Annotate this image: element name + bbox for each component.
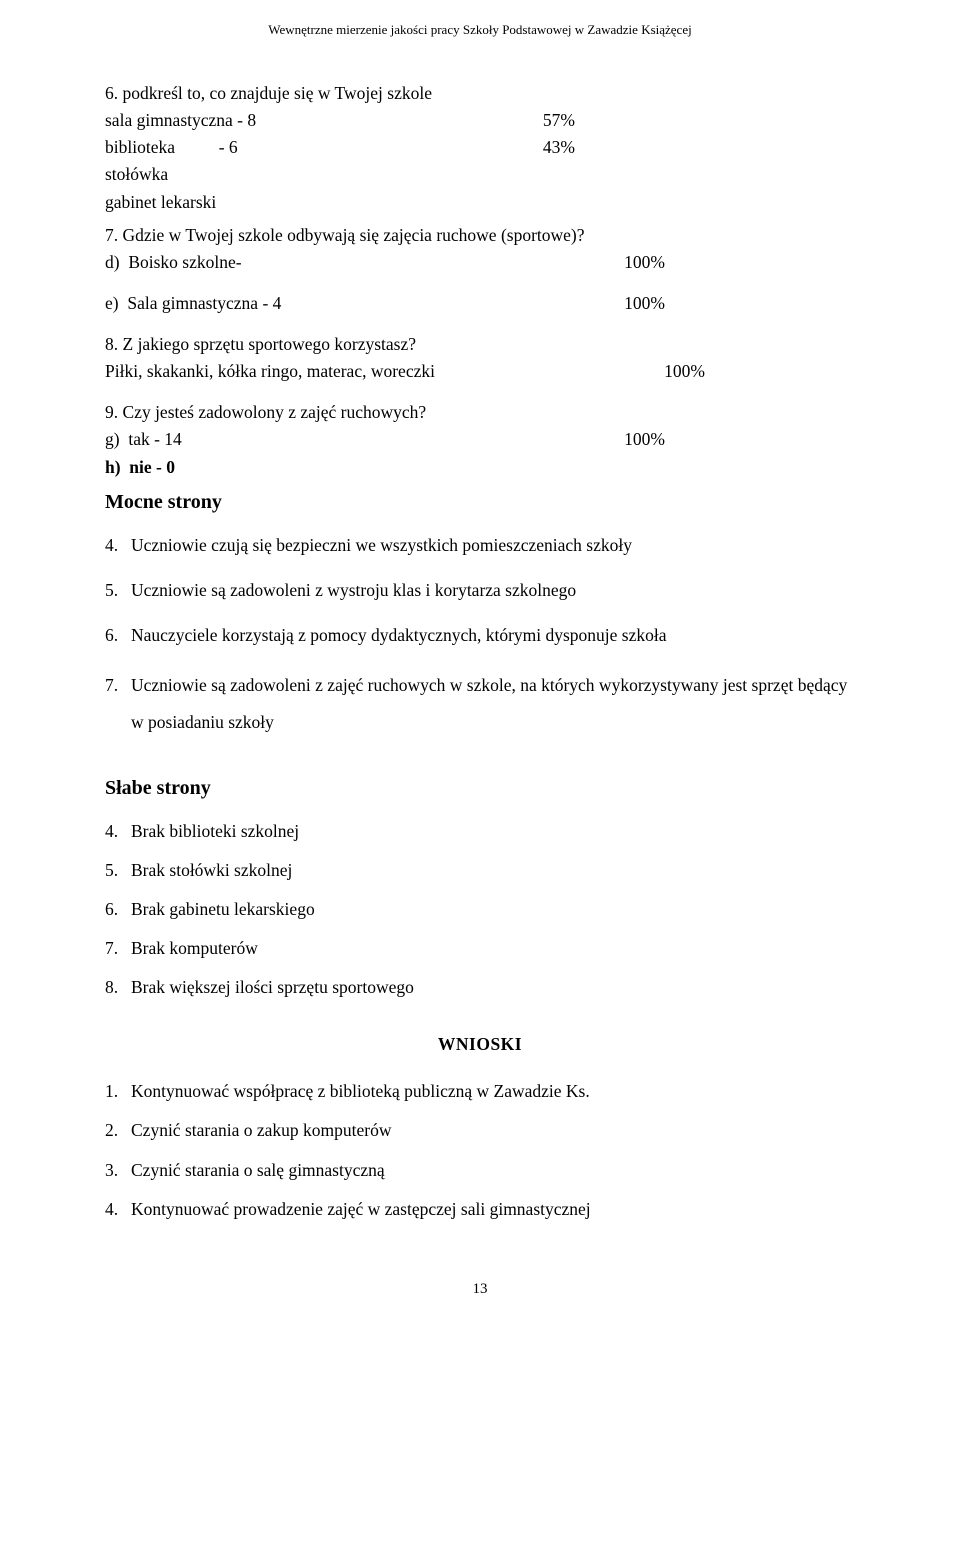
q7-row-0-value: 100% (624, 249, 665, 276)
q8-row-0-value: 100% (664, 358, 705, 385)
q6-prompt: 6. podkreśl to, co znajduje się w Twojej… (105, 80, 855, 107)
mocne-heading: Mocne strony (105, 487, 855, 518)
slabe-item-0: 4. Brak biblioteki szkolnej (105, 818, 855, 845)
q6-row-1-value: 43% (543, 134, 575, 161)
slabe-item-3-num: 7. (105, 935, 131, 962)
mocne-list: 4. Uczniowie czują się bezpieczni we wsz… (105, 532, 855, 741)
wnioski-item-0-text: Kontynuować współpracę z biblioteką publ… (131, 1078, 855, 1105)
mocne-item-0-num: 4. (105, 532, 131, 559)
slabe-item-1: 5. Brak stołówki szkolnej (105, 857, 855, 884)
mocne-item-2-num: 6. (105, 622, 131, 649)
q6-row-3: gabinet lekarski (105, 189, 855, 216)
slabe-item-3-text: Brak komputerów (131, 935, 855, 962)
mocne-item-1: 5. Uczniowie są zadowoleni z wystroju kl… (105, 577, 855, 604)
mocne-item-3-text: Uczniowie są zadowoleni z zajęć ruchowyc… (131, 667, 855, 741)
page-header: Wewnętrzne mierzenie jakości pracy Szkoł… (105, 22, 855, 38)
slabe-item-4-text: Brak większej ilości sprzętu sportowego (131, 974, 855, 1001)
wnioski-item-1-text: Czynić starania o zakup komputerów (131, 1117, 855, 1144)
slabe-list: 4. Brak biblioteki szkolnej 5. Brak stoł… (105, 818, 855, 1002)
page-number: 13 (105, 1281, 855, 1298)
q6-row-2: stołówka (105, 161, 855, 188)
wnioski-list: 1. Kontynuować współpracę z biblioteką p… (105, 1078, 855, 1223)
q6-row-0: sala gimnastyczna - 8 57% (105, 107, 575, 134)
q9-row-0-value: 100% (624, 426, 665, 453)
mocne-item-2-text: Nauczyciele korzystają z pomocy dydaktyc… (131, 622, 855, 649)
q9-row-1: h) nie - 0 (105, 454, 855, 481)
q6-row-0-value: 57% (543, 107, 575, 134)
q9-row-0: g) tak - 14 100% (105, 426, 665, 453)
q7-row-1-label: e) Sala gimnastyczna - 4 (105, 290, 281, 317)
slabe-item-2: 6. Brak gabinetu lekarskiego (105, 896, 855, 923)
wnioski-item-2: 3. Czynić starania o salę gimnastyczną (105, 1157, 855, 1184)
mocne-item-1-text: Uczniowie są zadowoleni z wystroju klas … (131, 577, 855, 604)
mocne-item-0: 4. Uczniowie czują się bezpieczni we wsz… (105, 532, 855, 559)
slabe-item-0-num: 4. (105, 818, 131, 845)
wnioski-item-3-text: Kontynuować prowadzenie zajęć w zastępcz… (131, 1196, 855, 1223)
mocne-item-3: 7. Uczniowie są zadowoleni z zajęć rucho… (105, 667, 855, 741)
wnioski-item-3-num: 4. (105, 1196, 131, 1223)
q7-row-1-value: 100% (624, 290, 665, 317)
q8-row-0: Piłki, skakanki, kółka ringo, materac, w… (105, 358, 705, 385)
slabe-item-1-num: 5. (105, 857, 131, 884)
mocne-item-3-num: 7. (105, 667, 131, 741)
q7-row-0: d) Boisko szkolne- 100% (105, 249, 665, 276)
mocne-item-0-text: Uczniowie czują się bezpieczni we wszyst… (131, 532, 855, 559)
wnioski-item-1: 2. Czynić starania o zakup komputerów (105, 1117, 855, 1144)
q7-row-0-label: d) Boisko szkolne- (105, 249, 242, 276)
slabe-item-4-num: 8. (105, 974, 131, 1001)
q6-row-1-label: biblioteka - 6 (105, 134, 238, 161)
wnioski-item-3: 4. Kontynuować prowadzenie zajęć w zastę… (105, 1196, 855, 1223)
slabe-item-4: 8. Brak większej ilości sprzętu sportowe… (105, 974, 855, 1001)
q8-row-0-label: Piłki, skakanki, kółka ringo, materac, w… (105, 358, 435, 385)
slabe-item-2-text: Brak gabinetu lekarskiego (131, 896, 855, 923)
wnioski-item-0-num: 1. (105, 1078, 131, 1105)
q8-prompt: 8. Z jakiego sprzętu sportowego korzysta… (105, 331, 855, 358)
q6-row-0-label: sala gimnastyczna - 8 (105, 107, 256, 134)
q9-prompt: 9. Czy jesteś zadowolony z zajęć ruchowy… (105, 399, 855, 426)
q7-prompt: 7. Gdzie w Twojej szkole odbywają się za… (105, 222, 855, 249)
wnioski-item-1-num: 2. (105, 1117, 131, 1144)
q6-row-1: biblioteka - 6 43% (105, 134, 575, 161)
mocne-item-1-num: 5. (105, 577, 131, 604)
q7-row-1: e) Sala gimnastyczna - 4 100% (105, 290, 665, 317)
q9-row-0-label: g) tak - 14 (105, 426, 182, 453)
wnioski-item-0: 1. Kontynuować współpracę z biblioteką p… (105, 1078, 855, 1105)
slabe-item-3: 7. Brak komputerów (105, 935, 855, 962)
slabe-item-0-text: Brak biblioteki szkolnej (131, 818, 855, 845)
slabe-heading: Słabe strony (105, 773, 855, 804)
slabe-item-2-num: 6. (105, 896, 131, 923)
wnioski-item-2-text: Czynić starania o salę gimnastyczną (131, 1157, 855, 1184)
mocne-item-2: 6. Nauczyciele korzystają z pomocy dydak… (105, 622, 855, 649)
slabe-item-1-text: Brak stołówki szkolnej (131, 857, 855, 884)
wnioski-item-2-num: 3. (105, 1157, 131, 1184)
wnioski-heading: WNIOSKI (105, 1031, 855, 1058)
